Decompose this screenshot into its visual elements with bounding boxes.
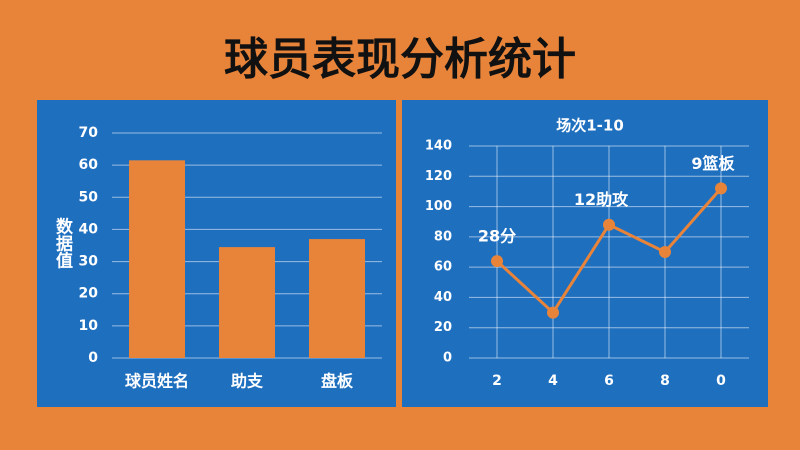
y-axis-label: 数据值 [52, 216, 73, 269]
bar [309, 239, 365, 358]
y-tick-label: 140 [425, 139, 452, 154]
x-tick-label: 4 [548, 373, 558, 389]
bar [219, 247, 275, 358]
y-tick-label: 40 [79, 221, 99, 237]
annotation: 9篮板 [691, 154, 735, 173]
y-tick-label: 70 [79, 125, 99, 141]
x-tick-label: 0 [716, 373, 726, 389]
point [715, 182, 727, 195]
x-tick-label: 球员姓名 [125, 372, 189, 391]
x-tick-label: 2 [492, 373, 502, 389]
y-tick-label: 40 [434, 290, 452, 305]
x-tick-label: 助支 [231, 372, 264, 391]
y-tick-label: 0 [443, 351, 452, 366]
y-tick-label: 60 [79, 157, 99, 173]
point [491, 255, 503, 268]
y-tick-label: 20 [434, 320, 452, 335]
chart-title: 场次1-10 [556, 117, 624, 135]
point [659, 246, 671, 258]
y-tick-label: 0 [88, 350, 98, 366]
annotation: 12助攻 [574, 190, 629, 209]
point [547, 306, 559, 319]
right-panel [402, 100, 768, 407]
y-tick-label: 100 [425, 199, 452, 214]
y-tick-label: 120 [425, 169, 452, 184]
bar [129, 160, 185, 358]
x-tick-label: 8 [660, 373, 670, 389]
page-title: 球员表现分析统计 [224, 34, 576, 85]
y-tick-label: 10 [79, 318, 99, 334]
y-tick-label: 50 [79, 189, 99, 205]
y-tick-label: 60 [434, 260, 452, 275]
y-tick-label: 20 [79, 286, 99, 302]
y-tick-label: 30 [79, 254, 99, 270]
point [603, 218, 615, 231]
x-tick-label: 6 [604, 373, 614, 389]
x-tick-label: 盘板 [321, 372, 354, 391]
annotation: 28分 [478, 227, 516, 246]
y-tick-label: 80 [434, 229, 452, 244]
